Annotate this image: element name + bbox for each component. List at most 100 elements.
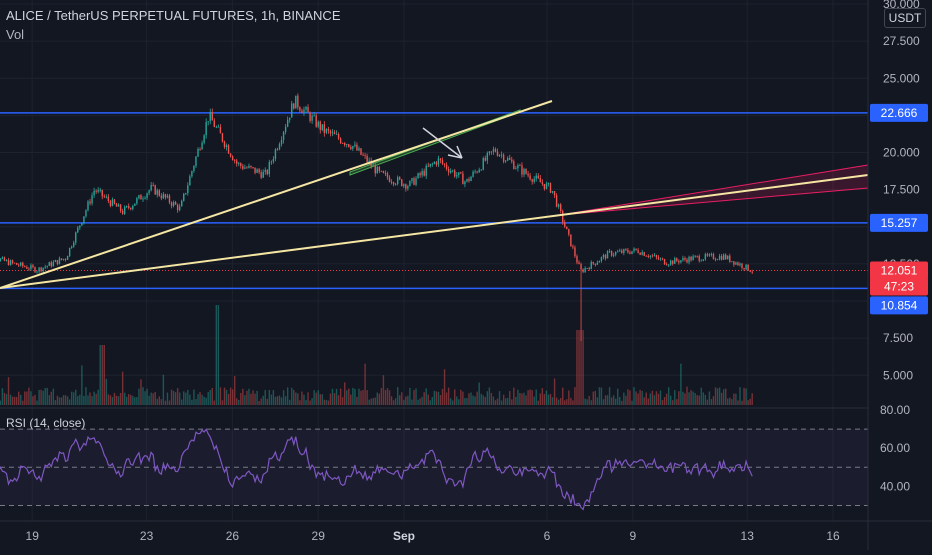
volume-bar — [476, 391, 478, 405]
volume-bar — [651, 390, 654, 405]
time-tick-label: 29 — [312, 529, 326, 543]
volume-bar — [443, 369, 446, 405]
candle-body — [311, 115, 313, 121]
volume-bar — [733, 393, 735, 405]
candle-body — [32, 265, 34, 268]
candle-body — [85, 210, 87, 217]
candle-body — [553, 191, 556, 196]
candle-body — [270, 161, 273, 163]
volume-bar — [56, 395, 59, 405]
volume-bar — [297, 393, 299, 405]
volume-bar — [311, 398, 313, 405]
volume-bar — [238, 400, 240, 405]
candle-body — [138, 195, 140, 199]
candle-body — [11, 260, 14, 263]
candle-body — [42, 267, 44, 272]
candle-body — [130, 207, 132, 209]
volume-bar — [103, 345, 105, 405]
candle-body — [264, 170, 266, 172]
candle-body — [20, 262, 22, 266]
candle-body — [274, 149, 277, 159]
candle-body — [578, 262, 580, 265]
candle-body — [244, 167, 246, 169]
candle-body — [233, 160, 236, 162]
volume-bar — [278, 395, 281, 405]
volume-bar — [70, 391, 73, 405]
volume-bar — [725, 388, 727, 405]
volume-bar — [97, 389, 99, 405]
candle-body — [423, 171, 425, 176]
candle-body — [403, 184, 405, 187]
volume-bar — [555, 397, 558, 405]
candle-body — [291, 103, 293, 118]
volume-bar — [240, 392, 242, 405]
candle-body — [242, 165, 244, 169]
volume-bar — [515, 396, 517, 405]
candle-body — [702, 259, 705, 261]
volume-bar — [633, 387, 635, 405]
volume-bar — [466, 398, 468, 405]
volume-bar — [307, 392, 309, 405]
volume-bar — [437, 391, 440, 405]
volume-bar — [319, 394, 321, 405]
candle-body — [698, 256, 700, 261]
candle-body — [511, 159, 513, 162]
grid-lines — [0, 0, 868, 521]
candle-body — [718, 255, 721, 260]
candle-body — [150, 184, 152, 191]
candle-body — [97, 189, 99, 192]
volume-bar — [541, 388, 544, 405]
candle-body — [621, 250, 623, 253]
volume-bar — [507, 397, 509, 405]
volume-bar — [258, 400, 260, 405]
candle-body — [140, 195, 142, 200]
candle-body — [268, 162, 271, 175]
volume-bar — [50, 391, 53, 405]
price-tick-label: 20.000 — [883, 146, 920, 160]
currency-badge[interactable]: USDT — [884, 8, 926, 28]
volume-bar — [146, 388, 148, 405]
volume-bar — [578, 330, 580, 405]
time-axis[interactable]: 19 23 26 29 Sep 6 9 13 16 — [26, 529, 840, 543]
time-tick-label: Sep — [393, 529, 415, 543]
candle-body — [684, 257, 686, 260]
candle-body — [288, 117, 291, 120]
volume-bar — [694, 393, 696, 405]
candle-body — [209, 112, 211, 122]
rsi-axis[interactable]: 80.00 60.00 40.00 — [880, 403, 910, 493]
candle-body — [350, 146, 352, 149]
volume-bar — [614, 398, 617, 405]
candle-body — [317, 121, 319, 127]
volume-bar — [531, 390, 533, 405]
rsi-label[interactable]: RSI (14, close) — [6, 416, 86, 430]
candle-body — [3, 257, 6, 261]
volume-bar — [619, 396, 621, 405]
volume-bar — [537, 400, 539, 405]
candle-body — [15, 262, 18, 265]
candle-body — [111, 199, 114, 206]
candle-body — [203, 135, 205, 143]
volume-bar — [313, 390, 315, 405]
candle-body — [240, 163, 242, 166]
volume-bar — [213, 400, 216, 405]
volume-bar — [132, 395, 134, 405]
candle-body — [409, 180, 411, 187]
volume-bar — [553, 378, 556, 405]
candle-body — [678, 260, 680, 263]
volume-bar — [358, 388, 360, 405]
candle-body — [221, 133, 224, 142]
candle-body — [490, 151, 493, 153]
candle-body — [91, 195, 93, 204]
volume-bar — [570, 397, 572, 405]
candle-body — [123, 207, 126, 214]
volume-bar — [502, 394, 505, 405]
symbol-title[interactable]: ALICE / TetherUS PERPETUAL FUTURES, 1h, … — [6, 8, 341, 23]
volume-bar — [170, 389, 173, 405]
volume-bar — [692, 391, 694, 405]
volume-bar — [107, 394, 110, 405]
candle-body — [168, 195, 171, 203]
volume-bar — [156, 398, 158, 405]
candle-body — [745, 264, 747, 270]
